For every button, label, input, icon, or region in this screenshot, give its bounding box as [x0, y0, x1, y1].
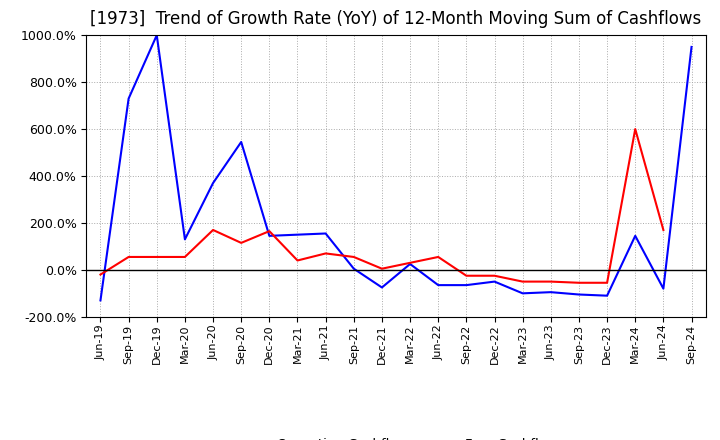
Free Cashflow	[546, 290, 555, 295]
Operating Cashflow	[237, 240, 246, 246]
Operating Cashflow	[153, 254, 161, 260]
Free Cashflow	[153, 33, 161, 38]
Operating Cashflow	[349, 254, 358, 260]
Title: [1973]  Trend of Growth Rate (YoY) of 12-Month Moving Sum of Cashflows: [1973] Trend of Growth Rate (YoY) of 12-…	[91, 10, 701, 28]
Free Cashflow	[377, 285, 386, 290]
Operating Cashflow	[603, 280, 611, 286]
Free Cashflow	[631, 233, 639, 238]
Operating Cashflow	[518, 279, 527, 284]
Operating Cashflow	[462, 273, 471, 279]
Line: Operating Cashflow: Operating Cashflow	[101, 129, 663, 283]
Operating Cashflow	[125, 254, 133, 260]
Free Cashflow	[293, 232, 302, 237]
Operating Cashflow	[96, 272, 105, 277]
Free Cashflow	[490, 279, 499, 284]
Operating Cashflow	[181, 254, 189, 260]
Free Cashflow	[265, 233, 274, 238]
Free Cashflow	[237, 139, 246, 145]
Line: Free Cashflow: Free Cashflow	[101, 35, 691, 301]
Operating Cashflow	[209, 227, 217, 233]
Operating Cashflow	[321, 251, 330, 256]
Operating Cashflow	[659, 227, 667, 233]
Free Cashflow	[209, 180, 217, 186]
Free Cashflow	[603, 293, 611, 298]
Free Cashflow	[96, 298, 105, 303]
Operating Cashflow	[434, 254, 443, 260]
Free Cashflow	[349, 266, 358, 271]
Operating Cashflow	[293, 258, 302, 263]
Free Cashflow	[125, 96, 133, 101]
Operating Cashflow	[265, 228, 274, 234]
Free Cashflow	[518, 291, 527, 296]
Operating Cashflow	[631, 126, 639, 132]
Free Cashflow	[575, 292, 583, 297]
Legend: Operating Cashflow, Free Cashflow: Operating Cashflow, Free Cashflow	[228, 433, 564, 440]
Free Cashflow	[181, 237, 189, 242]
Operating Cashflow	[406, 260, 415, 265]
Free Cashflow	[406, 261, 415, 267]
Free Cashflow	[659, 286, 667, 291]
Operating Cashflow	[490, 273, 499, 279]
Operating Cashflow	[377, 266, 386, 271]
Operating Cashflow	[575, 280, 583, 286]
Free Cashflow	[434, 282, 443, 288]
Free Cashflow	[687, 44, 696, 50]
Free Cashflow	[321, 231, 330, 236]
Operating Cashflow	[546, 279, 555, 284]
Free Cashflow	[462, 282, 471, 288]
